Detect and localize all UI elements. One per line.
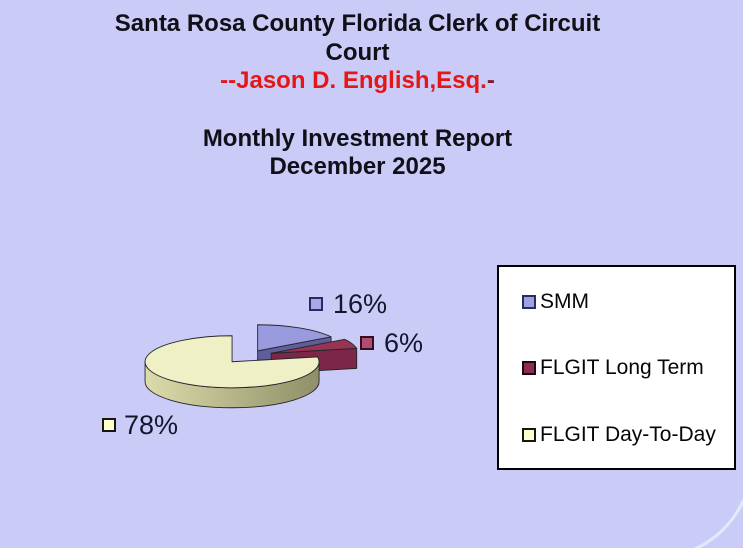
flgit-long-term-marker-icon <box>360 336 374 350</box>
data-label-flgit-long-term-value: 6% <box>384 327 424 358</box>
report-period: December 2025 <box>269 153 446 180</box>
title-block: Santa Rosa County Florida Clerk of Circu… <box>0 10 729 182</box>
legend-item-label: SMM <box>540 290 589 313</box>
legend-item-flgit-day-to-day: FLGIT Day-To-Day <box>522 423 734 446</box>
data-label-flgit-day-to-day: 78% <box>102 409 178 441</box>
chart-legend: SMM FLGIT Long Term FLGIT Day-To-Day <box>497 265 736 470</box>
data-label-smm: 16% <box>309 288 387 320</box>
legend-item-label: FLGIT Long Term <box>540 356 704 379</box>
smm-marker-icon <box>309 297 323 311</box>
legend-item-flgit-long-term: FLGIT Long Term <box>522 356 734 379</box>
legend-flgit-day-to-day-marker-icon <box>522 428 536 442</box>
legend-smm-marker-icon <box>522 295 536 309</box>
legend-item-label: FLGIT Day-To-Day <box>540 423 716 446</box>
data-label-flgit-long-term: 6% <box>360 327 423 359</box>
title-line-1: Santa Rosa County Florida Clerk of Circu… <box>114 10 601 37</box>
data-label-smm-value: 16% <box>333 288 388 319</box>
title-spacer <box>0 96 729 125</box>
legend-flgit-long-term-marker-icon <box>522 361 536 375</box>
title-line-2: Court <box>325 38 390 66</box>
legend-item-smm: SMM <box>522 290 734 313</box>
attribution-suffix: - <box>486 67 495 94</box>
flgit-day-to-day-marker-icon <box>102 418 116 432</box>
attribution-name: Jason D. English,Esq. <box>236 67 487 94</box>
data-label-flgit-day-to-day-value: 78% <box>124 409 179 440</box>
attribution-prefix: -- <box>220 67 237 94</box>
attribution-line: --Jason D. English,Esq.- <box>0 67 729 96</box>
report-title: Monthly Investment Report <box>202 124 513 152</box>
